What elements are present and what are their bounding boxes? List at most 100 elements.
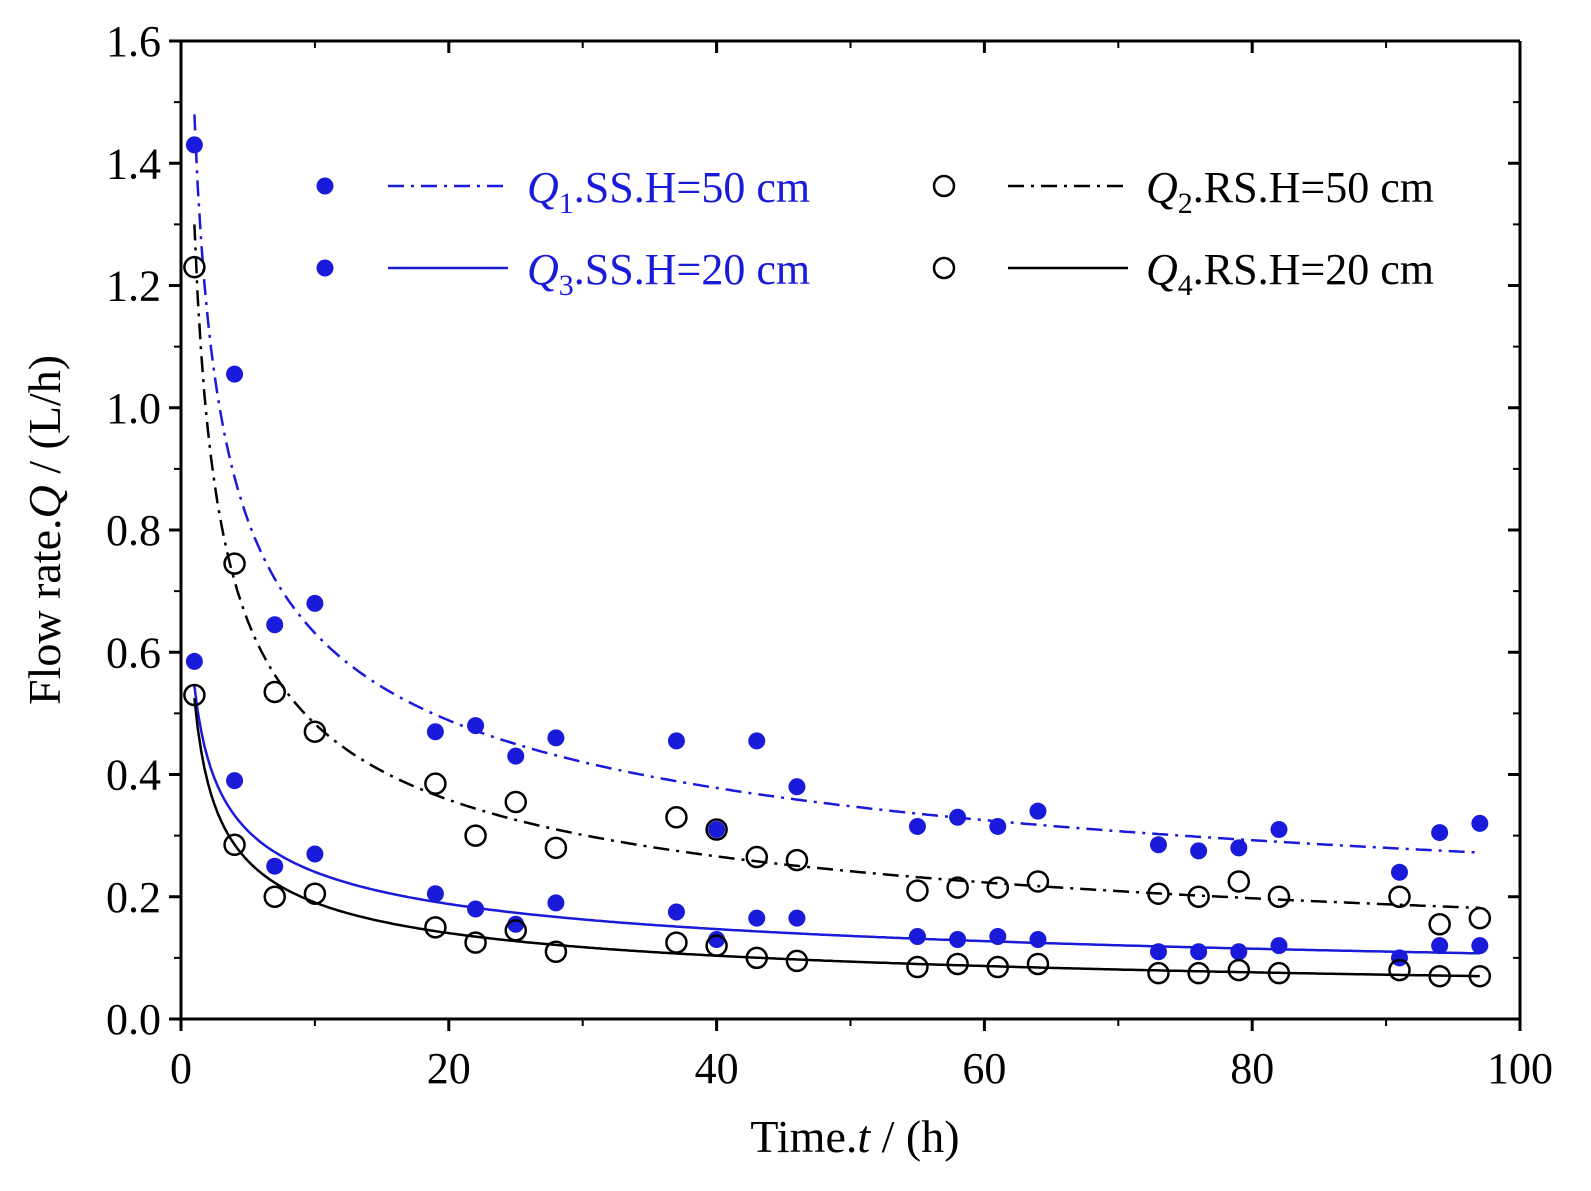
data-point-q3 [1029, 931, 1047, 949]
x-tick-label: 20 [427, 1044, 471, 1093]
legend-entry-q4: Q4.RS.H=20 cm [932, 245, 1434, 302]
data-point-q4 [1187, 961, 1210, 985]
data-point-q2 [1388, 885, 1411, 908]
data-point-q2 [745, 845, 769, 869]
data-point-q2 [464, 824, 487, 847]
data-point-q4 [946, 952, 969, 976]
data-points [183, 136, 1492, 988]
data-point-q3 [1270, 937, 1288, 955]
data-point-q2 [946, 876, 969, 899]
legend-label-var: Q [1146, 163, 1178, 212]
data-point-q2 [544, 836, 568, 860]
data-point-q1 [1190, 842, 1208, 860]
data-point-q4 [504, 919, 527, 942]
data-point-q3 [989, 927, 1007, 945]
y-axis-label-prefix: Flow rate. [19, 519, 70, 706]
fit-curve-q4 [193, 697, 1480, 978]
data-point-q3 [507, 915, 525, 933]
data-point-q4 [1227, 958, 1251, 982]
data-point-q4 [303, 882, 327, 905]
data-point-q3 [306, 845, 324, 863]
data-point-q3 [788, 909, 806, 927]
data-point-q3 [547, 894, 565, 912]
data-point-q1 [467, 717, 485, 735]
y-tick-label: 0.8 [106, 506, 161, 555]
data-point-q2 [303, 720, 327, 743]
y-tick-label: 1.6 [106, 17, 161, 66]
legend-label-rest: .SS.H=20 cm [574, 245, 810, 294]
data-point-q1 [507, 747, 525, 765]
x-tick-label: 80 [1230, 1044, 1274, 1093]
data-point-q3 [949, 931, 967, 949]
legend-label-sub: 2 [1178, 187, 1193, 220]
data-point-q3 [1230, 943, 1248, 961]
y-axis-label-suffix: / (L/h) [19, 355, 70, 485]
data-point-q1 [185, 136, 203, 154]
data-point-q2 [1468, 906, 1492, 930]
data-point-q3 [1431, 937, 1449, 955]
legend-label-q3: Q3.SS.H=20 cm [527, 245, 810, 302]
data-point-q2 [1227, 870, 1251, 893]
data-point-q4 [1147, 961, 1170, 985]
legend-marker-q4 [932, 256, 956, 280]
data-point-q4 [1267, 961, 1291, 985]
data-point-q2 [665, 806, 688, 829]
y-tick-label: 1.0 [106, 384, 161, 433]
data-point-q2 [223, 552, 246, 575]
axes: 0 20 40 60 80 100 0.0 0.2 0.4 0.6 0.8 1.0 1.2 1.4 1.6 [106, 17, 1553, 1093]
data-point-q3 [226, 772, 244, 790]
x-tick-label: 40 [695, 1044, 739, 1093]
legend-entry-q2: Q2.RS.H=50 cm [932, 163, 1434, 220]
legend-label-rest: .RS.H=50 cm [1193, 163, 1434, 212]
x-axis-label: Time.t / (h) [750, 1111, 959, 1162]
data-point-q2 [424, 772, 447, 795]
data-point-q3 [708, 931, 726, 949]
data-point-q3 [1149, 943, 1167, 961]
legend-label-rest: .RS.H=20 cm [1193, 245, 1434, 294]
data-point-q1 [667, 732, 685, 750]
data-point-q3 [266, 857, 284, 875]
data-point-q2 [986, 876, 1010, 899]
data-point-q1 [908, 817, 926, 835]
data-point-q1 [1471, 814, 1489, 832]
data-point-q2 [183, 255, 206, 279]
legend-label-q4: Q4.RS.H=20 cm [1146, 245, 1434, 302]
data-point-q2 [263, 680, 286, 704]
data-point-q1 [547, 729, 565, 747]
data-point-q4 [223, 833, 246, 857]
y-axis-label: Flow rate.Q / (L/h) [19, 355, 70, 705]
data-point-q3 [667, 903, 685, 921]
x-tick-label: 0 [170, 1044, 192, 1093]
legend-label-q2: Q2.RS.H=50 cm [1146, 163, 1434, 220]
legend-entry-q1: Q1.SS.H=50 cm [316, 163, 810, 220]
legend-label-var: Q [527, 163, 559, 212]
data-point-q3 [426, 885, 444, 903]
legend-label-sub: 1 [559, 187, 574, 220]
data-point-q1 [1149, 836, 1167, 854]
data-point-q1 [226, 365, 244, 383]
data-point-q4 [263, 885, 286, 908]
data-point-q1 [989, 817, 1007, 835]
y-axis-label-var: Q [19, 485, 70, 518]
data-point-q4 [986, 955, 1010, 979]
data-point-q1 [426, 723, 444, 741]
y-tick-label: 0.2 [106, 873, 161, 922]
data-point-q3 [748, 909, 766, 927]
legend-marker-q2 [932, 174, 956, 198]
data-point-q3 [1471, 937, 1489, 955]
data-point-q2 [785, 848, 809, 872]
data-point-q4 [424, 916, 447, 939]
fit-curve-q3 [193, 685, 1480, 955]
data-point-q4 [745, 946, 769, 970]
data-point-q3 [1190, 943, 1208, 961]
data-point-q1 [748, 732, 766, 750]
legend-label-rest: .SS.H=50 cm [574, 163, 810, 212]
y-tick-label: 0.0 [106, 995, 161, 1044]
data-point-q4 [1468, 964, 1492, 988]
x-axis-label-prefix: Time. [750, 1111, 857, 1162]
data-point-q4 [1026, 952, 1050, 976]
x-tick-label: 100 [1487, 1044, 1553, 1093]
data-point-q4 [544, 940, 568, 964]
data-point-q4 [785, 949, 809, 973]
